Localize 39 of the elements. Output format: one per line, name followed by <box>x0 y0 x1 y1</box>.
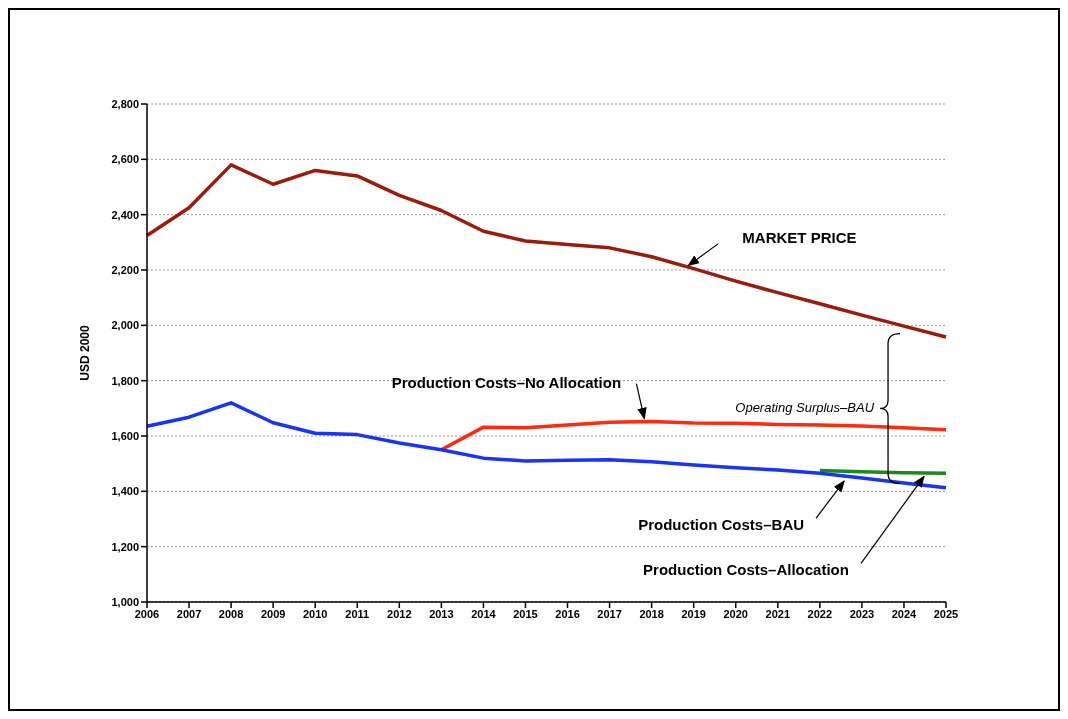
x-tick-label: 2009 <box>260 607 286 620</box>
line-series <box>145 163 948 339</box>
y-tick-label: 1,400 <box>111 485 139 498</box>
x-tick-label: 2014 <box>471 607 497 620</box>
x-tick-label: 2013 <box>429 607 454 620</box>
y-tick-label: 2,000 <box>111 319 139 332</box>
y-tick-label: 2,200 <box>111 263 139 276</box>
x-tick-label: 2016 <box>555 607 580 620</box>
x-tick-label: 2022 <box>807 607 833 620</box>
x-tick-label: 2010 <box>302 607 328 620</box>
x-tick-label: 2017 <box>597 607 622 620</box>
x-tick-label: 2021 <box>765 607 791 620</box>
y-tick-label: 2,600 <box>111 153 139 166</box>
text: Production Costs–No Allocation <box>391 373 622 391</box>
y-axis-title: USD 2000 <box>78 325 93 381</box>
x-tick-label: 2008 <box>218 607 244 620</box>
y-tick-label: 2,400 <box>111 208 139 221</box>
x-tick-label: 2011 <box>345 607 370 620</box>
x-tick-label: 2015 <box>513 607 538 620</box>
x-tick-label: 2012 <box>387 607 412 620</box>
y-tick-label: 1,600 <box>111 429 139 442</box>
x-tick-label: 2018 <box>639 607 664 620</box>
line-series <box>145 401 948 490</box>
line-series <box>439 419 948 452</box>
y-tick-label: 1,000 <box>111 595 139 608</box>
text: MARKET PRICE <box>742 228 857 246</box>
x-tick-label: 2024 <box>891 607 918 620</box>
text: Production Costs–BAU <box>638 516 805 534</box>
y-tick-label: 2,800 <box>111 97 139 110</box>
x-tick-label: 2019 <box>681 607 706 620</box>
x-tick-label: 2020 <box>723 607 748 620</box>
x-tick-label: 2007 <box>176 607 202 620</box>
annotation: Operating Surplus–BAU <box>735 399 875 415</box>
x-tick-label: 2023 <box>849 607 875 620</box>
y-tick-label: 1,800 <box>111 374 139 387</box>
x-tick-label: 2006 <box>134 607 160 620</box>
x-tick-label: 2025 <box>933 607 959 620</box>
y-tick-label: 1,200 <box>111 540 139 553</box>
text: Production Costs–Allocation <box>643 561 849 579</box>
